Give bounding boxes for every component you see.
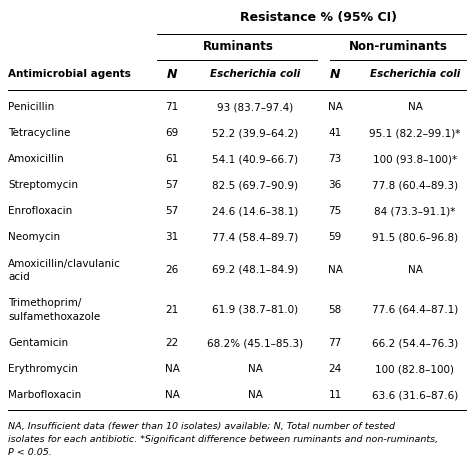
Text: Resistance % (95% CI): Resistance % (95% CI) bbox=[240, 11, 398, 24]
Text: 91.5 (80.6–96.8): 91.5 (80.6–96.8) bbox=[372, 232, 458, 242]
Text: NA, Insufficient data (fewer than 10 isolates) available; N, Total number of tes: NA, Insufficient data (fewer than 10 iso… bbox=[8, 422, 395, 431]
Text: 69.2 (48.1–84.9): 69.2 (48.1–84.9) bbox=[212, 265, 298, 275]
Text: 36: 36 bbox=[328, 180, 342, 190]
Text: 11: 11 bbox=[328, 390, 342, 400]
Text: 21: 21 bbox=[165, 305, 179, 315]
Text: NA: NA bbox=[247, 364, 263, 374]
Text: Erythromycin: Erythromycin bbox=[8, 364, 78, 374]
Text: 61.9 (38.7–81.0): 61.9 (38.7–81.0) bbox=[212, 305, 298, 315]
Text: 73: 73 bbox=[328, 154, 342, 164]
Text: 100 (82.8–100): 100 (82.8–100) bbox=[375, 364, 455, 374]
Text: Non-ruminants: Non-ruminants bbox=[348, 39, 447, 52]
Text: Penicillin: Penicillin bbox=[8, 102, 54, 112]
Text: NA: NA bbox=[408, 102, 422, 112]
Text: Amoxicillin: Amoxicillin bbox=[8, 154, 65, 164]
Text: 59: 59 bbox=[328, 232, 342, 242]
Text: 100 (93.8–100)*: 100 (93.8–100)* bbox=[373, 154, 457, 164]
Text: 75: 75 bbox=[328, 206, 342, 216]
Text: NA: NA bbox=[328, 265, 342, 275]
Text: 71: 71 bbox=[165, 102, 179, 112]
Text: 58: 58 bbox=[328, 305, 342, 315]
Text: 52.2 (39.9–64.2): 52.2 (39.9–64.2) bbox=[212, 128, 298, 138]
Text: 69: 69 bbox=[165, 128, 179, 138]
Text: acid: acid bbox=[8, 272, 30, 281]
Text: N: N bbox=[330, 67, 340, 80]
Text: 77.8 (60.4–89.3): 77.8 (60.4–89.3) bbox=[372, 180, 458, 190]
Text: 93 (83.7–97.4): 93 (83.7–97.4) bbox=[217, 102, 293, 112]
Text: Ruminants: Ruminants bbox=[203, 39, 274, 52]
Text: 31: 31 bbox=[165, 232, 179, 242]
Text: 54.1 (40.9–66.7): 54.1 (40.9–66.7) bbox=[212, 154, 298, 164]
Text: 24.6 (14.6–38.1): 24.6 (14.6–38.1) bbox=[212, 206, 298, 216]
Text: Antimicrobial agents: Antimicrobial agents bbox=[8, 69, 131, 79]
Text: NA: NA bbox=[408, 265, 422, 275]
Text: Streptomycin: Streptomycin bbox=[8, 180, 78, 190]
Text: NA: NA bbox=[247, 390, 263, 400]
Text: Marbofloxacin: Marbofloxacin bbox=[8, 390, 81, 400]
Text: NA: NA bbox=[328, 102, 342, 112]
Text: 95.1 (82.2–99.1)*: 95.1 (82.2–99.1)* bbox=[369, 128, 461, 138]
Text: 24: 24 bbox=[328, 364, 342, 374]
Text: Amoxicillin/clavulanic: Amoxicillin/clavulanic bbox=[8, 258, 121, 269]
Text: Tetracycline: Tetracycline bbox=[8, 128, 70, 138]
Text: 77: 77 bbox=[328, 338, 342, 348]
Text: Trimethoprim/: Trimethoprim/ bbox=[8, 298, 82, 308]
Text: Gentamicin: Gentamicin bbox=[8, 338, 68, 348]
Text: P < 0.05.: P < 0.05. bbox=[8, 448, 52, 457]
Text: 77.6 (64.4–87.1): 77.6 (64.4–87.1) bbox=[372, 305, 458, 315]
Text: Neomycin: Neomycin bbox=[8, 232, 60, 242]
Text: 84 (73.3–91.1)*: 84 (73.3–91.1)* bbox=[374, 206, 456, 216]
Text: NA: NA bbox=[164, 390, 180, 400]
Text: 57: 57 bbox=[165, 180, 179, 190]
Text: 77.4 (58.4–89.7): 77.4 (58.4–89.7) bbox=[212, 232, 298, 242]
Text: 57: 57 bbox=[165, 206, 179, 216]
Text: 26: 26 bbox=[165, 265, 179, 275]
Text: sulfamethoxazole: sulfamethoxazole bbox=[8, 312, 100, 321]
Text: Escherichia coli: Escherichia coli bbox=[370, 69, 460, 79]
Text: N: N bbox=[167, 67, 177, 80]
Text: 61: 61 bbox=[165, 154, 179, 164]
Text: Enrofloxacin: Enrofloxacin bbox=[8, 206, 72, 216]
Text: 66.2 (54.4–76.3): 66.2 (54.4–76.3) bbox=[372, 338, 458, 348]
Text: Escherichia coli: Escherichia coli bbox=[210, 69, 300, 79]
Text: 41: 41 bbox=[328, 128, 342, 138]
Text: 82.5 (69.7–90.9): 82.5 (69.7–90.9) bbox=[212, 180, 298, 190]
Text: 22: 22 bbox=[165, 338, 179, 348]
Text: 68.2% (45.1–85.3): 68.2% (45.1–85.3) bbox=[207, 338, 303, 348]
Text: 63.6 (31.6–87.6): 63.6 (31.6–87.6) bbox=[372, 390, 458, 400]
Text: isolates for each antibiotic. *Significant difference between ruminants and non-: isolates for each antibiotic. *Significa… bbox=[8, 435, 438, 444]
Text: NA: NA bbox=[164, 364, 180, 374]
